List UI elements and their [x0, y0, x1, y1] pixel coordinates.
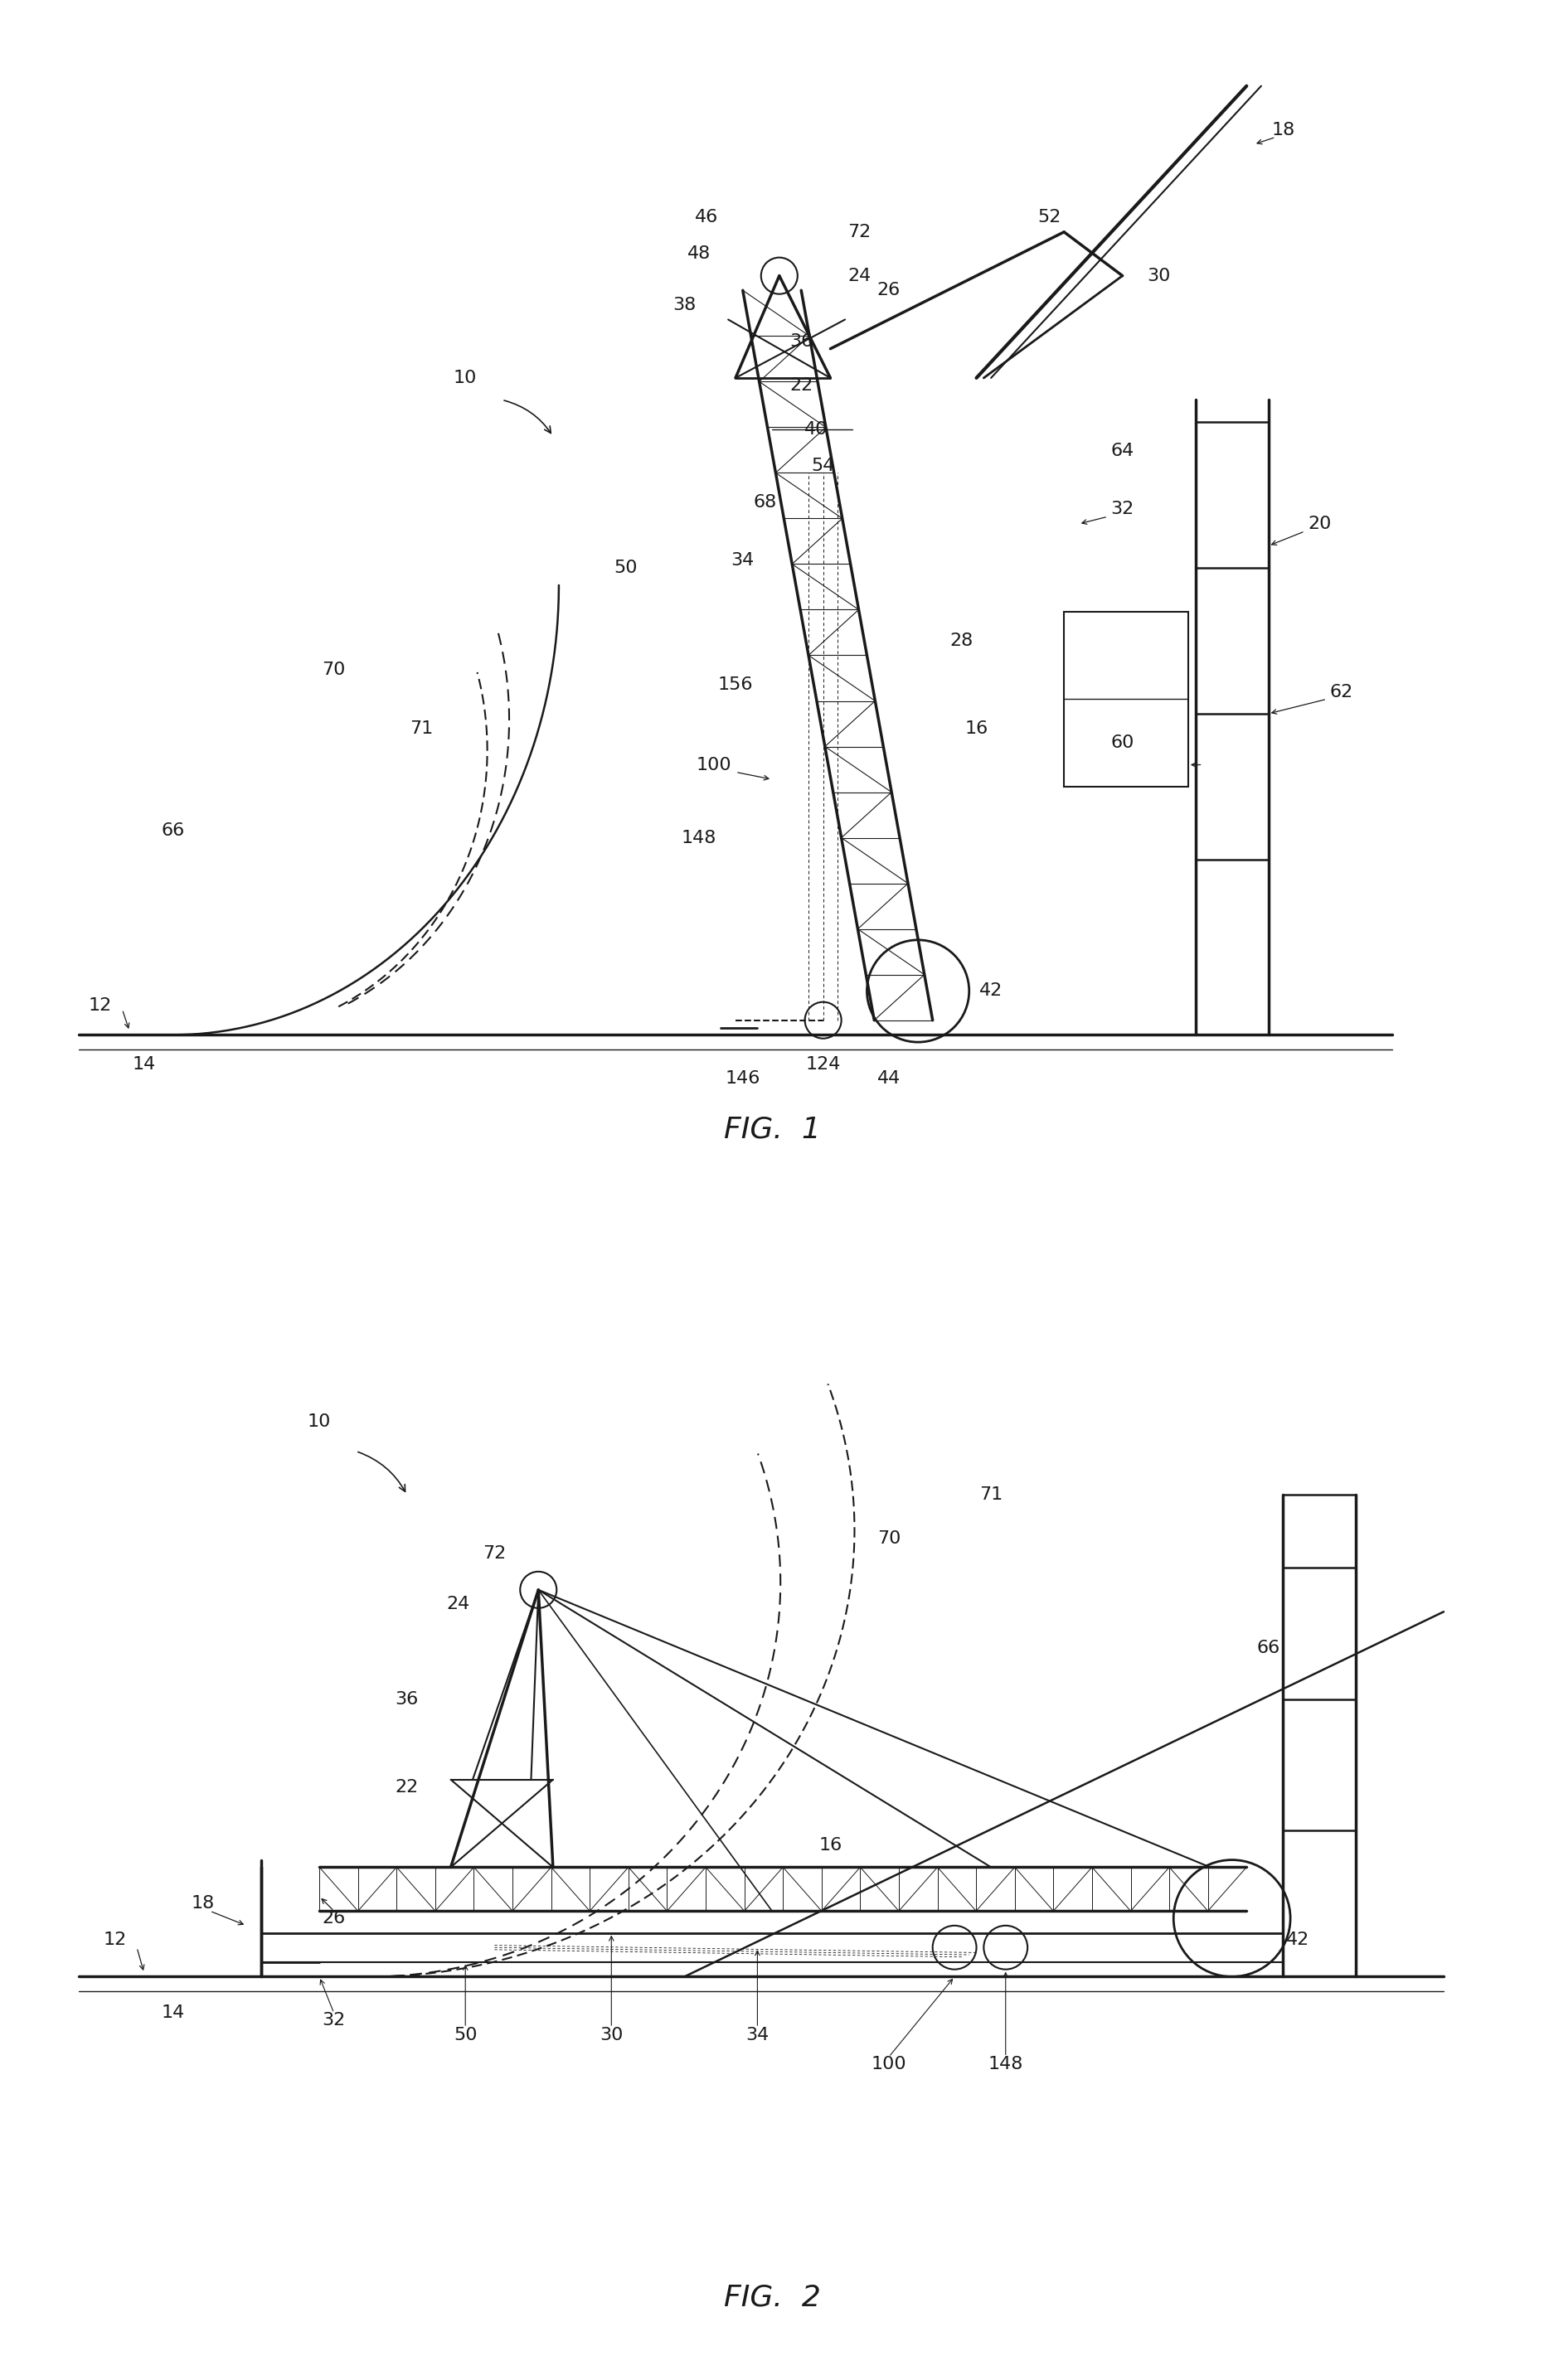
Text: FIG.  2: FIG. 2 [724, 2285, 820, 2311]
Text: 36: 36 [789, 333, 812, 350]
Text: 16: 16 [965, 721, 988, 735]
Text: 26: 26 [877, 283, 900, 298]
Text: 32: 32 [323, 2011, 346, 2028]
Text: 146: 146 [726, 1071, 760, 1088]
Text: 100: 100 [696, 757, 732, 774]
Text: 66: 66 [1257, 1640, 1280, 1656]
Text: 71: 71 [979, 1488, 1002, 1504]
Text: 14: 14 [133, 1057, 156, 1073]
Text: 32: 32 [1110, 502, 1135, 516]
Text: 46: 46 [695, 209, 718, 226]
Text: 30: 30 [599, 2028, 624, 2044]
Text: 22: 22 [789, 376, 812, 393]
Text: 68: 68 [753, 493, 777, 509]
Text: 60: 60 [1110, 735, 1135, 752]
Text: 148: 148 [681, 831, 716, 845]
Text: 34: 34 [732, 552, 755, 569]
Text: 72: 72 [848, 224, 871, 240]
Text: 16: 16 [818, 1837, 841, 1854]
Text: 22: 22 [395, 1778, 418, 1795]
Text: 124: 124 [806, 1057, 840, 1073]
Text: 62: 62 [1329, 683, 1353, 700]
Text: 24: 24 [446, 1597, 469, 1614]
Text: 52: 52 [1038, 209, 1061, 226]
Text: 26: 26 [323, 1911, 346, 1925]
Text: 24: 24 [848, 267, 871, 283]
Text: 70: 70 [323, 662, 346, 678]
Text: 18: 18 [191, 1894, 215, 1911]
Text: 72: 72 [483, 1545, 506, 1561]
Text: 42: 42 [979, 983, 1002, 1000]
Text: 36: 36 [395, 1692, 418, 1706]
Text: 44: 44 [877, 1071, 900, 1088]
Text: 12: 12 [88, 997, 113, 1014]
Text: 42: 42 [1286, 1933, 1309, 1949]
Text: FIG.  1: FIG. 1 [724, 1116, 820, 1145]
Text: 64: 64 [1110, 443, 1135, 459]
Text: 38: 38 [673, 298, 696, 314]
Text: 28: 28 [950, 633, 974, 650]
Text: 10: 10 [454, 369, 477, 386]
Text: 14: 14 [162, 2004, 185, 2021]
Text: 12: 12 [103, 1933, 127, 1949]
Text: 156: 156 [718, 676, 753, 693]
Text: 20: 20 [1308, 516, 1331, 533]
Text: 66: 66 [162, 821, 185, 838]
Text: 34: 34 [746, 2028, 769, 2044]
Text: 71: 71 [409, 721, 434, 735]
Bar [1064, 612, 1189, 788]
Text: 70: 70 [877, 1530, 900, 1547]
Text: 48: 48 [687, 245, 710, 262]
Text: 10: 10 [307, 1414, 330, 1430]
Text: 40: 40 [804, 421, 828, 438]
Text: 50: 50 [454, 2028, 477, 2044]
Text: 148: 148 [988, 2056, 1024, 2073]
Text: 18: 18 [1271, 121, 1295, 138]
Text: 54: 54 [811, 457, 835, 474]
Text: 100: 100 [871, 2056, 906, 2073]
Text: 30: 30 [1147, 267, 1170, 283]
Text: 50: 50 [615, 559, 638, 576]
